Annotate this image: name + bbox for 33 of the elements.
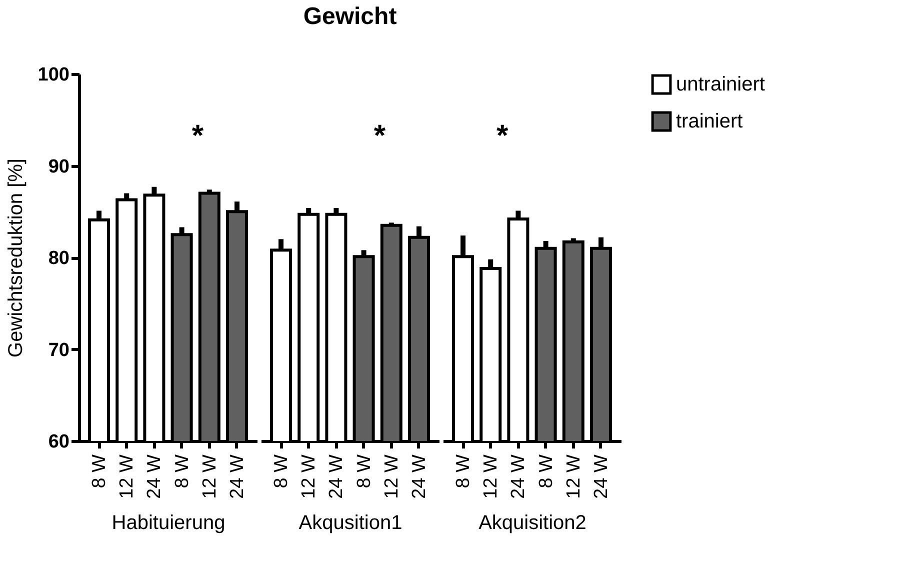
annotation: *: [496, 119, 508, 152]
x-tick-label: 8 W: [453, 454, 474, 488]
x-tick-label: 12 W: [381, 454, 402, 499]
y-tick-label: 60: [48, 432, 70, 452]
y-tick-label: 90: [48, 156, 70, 178]
x-tick-label: 12 W: [199, 454, 220, 499]
annotation: *: [374, 119, 386, 152]
legend-label: trainiert: [676, 110, 744, 132]
y-tick-label: 80: [48, 248, 70, 269]
x-tick-label: 12 W: [298, 454, 320, 499]
legend-label: untrainiert: [676, 74, 766, 96]
x-axis-title: Akquisition2: [478, 512, 586, 534]
x-tick-label: 12 W: [563, 454, 584, 499]
y-axis-title: Gewichtsreduktion [%]: [4, 158, 27, 358]
x-tick-label: 8 W: [89, 454, 110, 488]
x-tick-label: 24 W: [590, 454, 612, 499]
y-tick-label: 100: [38, 64, 70, 86]
x-tick-label: 24 W: [144, 454, 166, 499]
x-tick-label: 24 W: [226, 454, 248, 499]
x-tick-label: 8 W: [271, 454, 292, 488]
x-tick-label: 8 W: [536, 454, 557, 488]
x-tick-label: 8 W: [354, 454, 375, 488]
x-tick-label: 12 W: [480, 454, 502, 499]
x-axis-title: Habituierung: [112, 512, 226, 534]
x-tick-label: 12 W: [116, 454, 138, 499]
y-tick-label: 70: [48, 340, 70, 361]
annotation: *: [192, 119, 204, 152]
x-tick-label: 24 W: [326, 454, 348, 499]
x-tick-label: 24 W: [508, 454, 530, 499]
x-axis-title: Akqusition1: [298, 512, 402, 534]
x-tick-label: 24 W: [408, 454, 430, 499]
chart-title: Gewicht: [303, 3, 397, 30]
x-tick-label: 8 W: [172, 454, 193, 488]
